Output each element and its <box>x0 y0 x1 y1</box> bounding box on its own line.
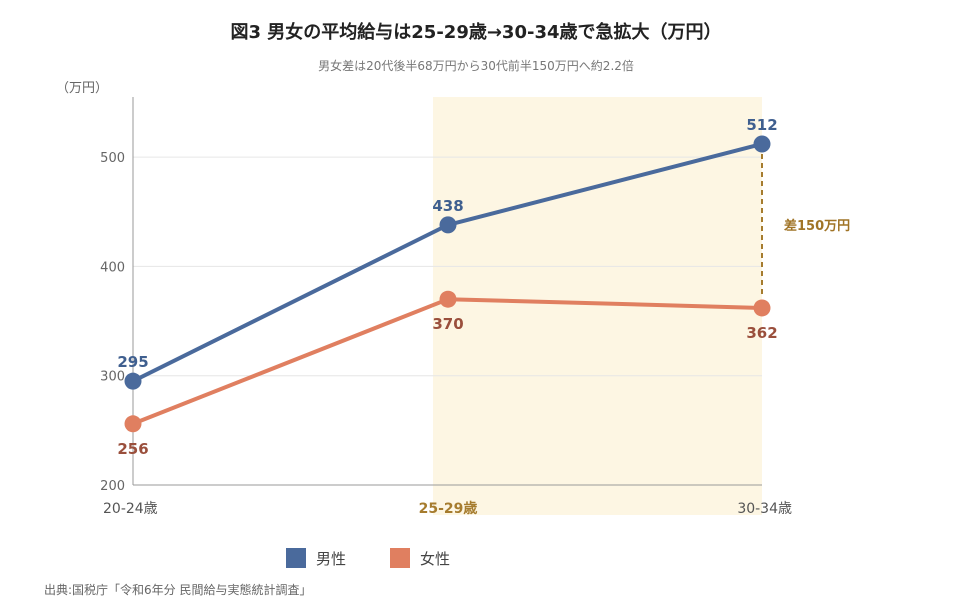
data-point-female <box>124 415 142 433</box>
data-label: 295 <box>117 353 148 371</box>
gap-annotation: 差150万円 <box>784 218 850 234</box>
legend-swatch-female <box>390 548 410 568</box>
x-tick-labels: 20-24歳 25-29歳 30-34歳 <box>103 500 792 517</box>
legend-swatch-male <box>286 548 306 568</box>
data-point-male <box>124 372 142 390</box>
x-tick-label: 25-29歳 <box>419 500 478 517</box>
y-tick-label: 400 <box>100 260 125 275</box>
data-label: 512 <box>746 116 777 134</box>
data-label: 362 <box>746 324 777 342</box>
data-point-male <box>439 216 457 234</box>
source-note: 出典:国税庁「令和6年分 民間給与実態統計調査」 <box>44 582 312 597</box>
data-label: 370 <box>432 315 463 333</box>
series-group: 295 438 512 256 370 362 <box>117 116 777 458</box>
legend-label: 男性 <box>316 550 346 568</box>
data-point-female <box>439 290 457 308</box>
data-point-male <box>753 135 771 153</box>
y-tick-labels: 200 300 400 500 <box>100 151 125 494</box>
data-label: 256 <box>117 440 148 458</box>
y-tick-label: 300 <box>100 370 125 385</box>
y-axis-unit-label: （万円） <box>56 81 108 96</box>
data-label: 438 <box>432 197 463 215</box>
chart-subtitle: 男女差は20代後半68万円から30代前半150万円へ約2.2倍 <box>318 58 634 73</box>
x-tick-label: 20-24歳 <box>103 501 158 517</box>
legend-label: 女性 <box>420 550 450 568</box>
y-tick-label: 200 <box>100 479 125 494</box>
chart-title: 図3 男女の平均給与は25-29歳→30-34歳で急拡大（万円） <box>230 21 721 43</box>
grid-lines <box>133 156 762 377</box>
data-point-female <box>753 299 771 317</box>
y-tick-label: 500 <box>100 151 125 166</box>
legend: 男性 女性 <box>286 548 450 568</box>
x-tick-label: 30-34歳 <box>737 501 792 517</box>
